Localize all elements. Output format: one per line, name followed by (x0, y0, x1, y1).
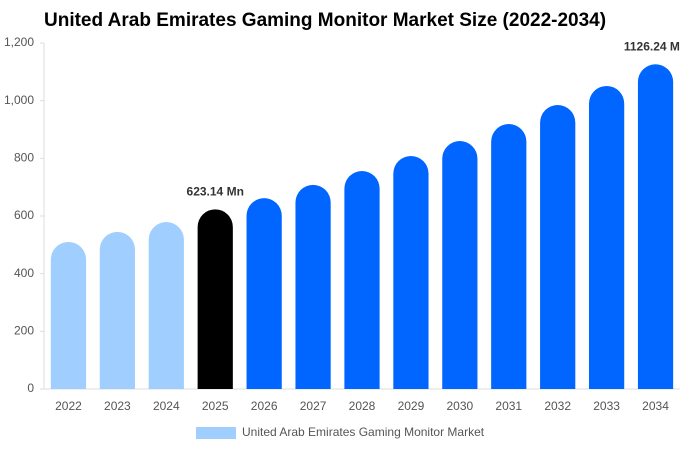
bar (344, 171, 380, 389)
bar (589, 85, 625, 389)
x-tick-label: 2026 (251, 399, 278, 413)
legend-label: United Arab Emirates Gaming Monitor Mark… (242, 425, 485, 439)
y-tick-label: 1,200 (4, 35, 34, 49)
y-tick-label: 800 (14, 151, 34, 165)
bar (99, 231, 135, 389)
y-tick-label: 1,000 (4, 93, 34, 107)
x-tick-label: 2027 (300, 399, 327, 413)
bar (442, 141, 478, 389)
bar (393, 156, 429, 389)
bar (637, 64, 674, 390)
x-tick-label: 2031 (495, 399, 522, 413)
bar (197, 209, 233, 389)
y-tick-label: 600 (14, 208, 34, 222)
x-tick-label: 2028 (349, 399, 376, 413)
x-tick-label: 2034 (642, 399, 669, 413)
chart-title: United Arab Emirates Gaming Monitor Mark… (44, 10, 606, 31)
x-tick-label: 2032 (544, 399, 571, 413)
y-tick-label: 0 (27, 381, 34, 395)
legend-swatch (196, 427, 236, 439)
x-tick-label: 2029 (398, 399, 425, 413)
x-tick-label: 2024 (153, 399, 180, 413)
bar (540, 104, 576, 389)
y-tick-label: 400 (14, 266, 34, 280)
x-tick-label: 2025 (202, 399, 229, 413)
bar (246, 198, 282, 389)
bar (50, 241, 87, 389)
x-tick-label: 2030 (446, 399, 473, 413)
bar (491, 124, 527, 390)
value-label: 1126.24 Mn (624, 39, 680, 53)
bar (295, 184, 331, 389)
x-tick-label: 2023 (104, 399, 131, 413)
bar (148, 222, 184, 389)
value-label: 623.14 Mn (187, 184, 244, 198)
x-tick-label: 2022 (55, 399, 82, 413)
y-tick-label: 200 (14, 324, 34, 338)
x-tick-label: 2033 (593, 399, 620, 413)
